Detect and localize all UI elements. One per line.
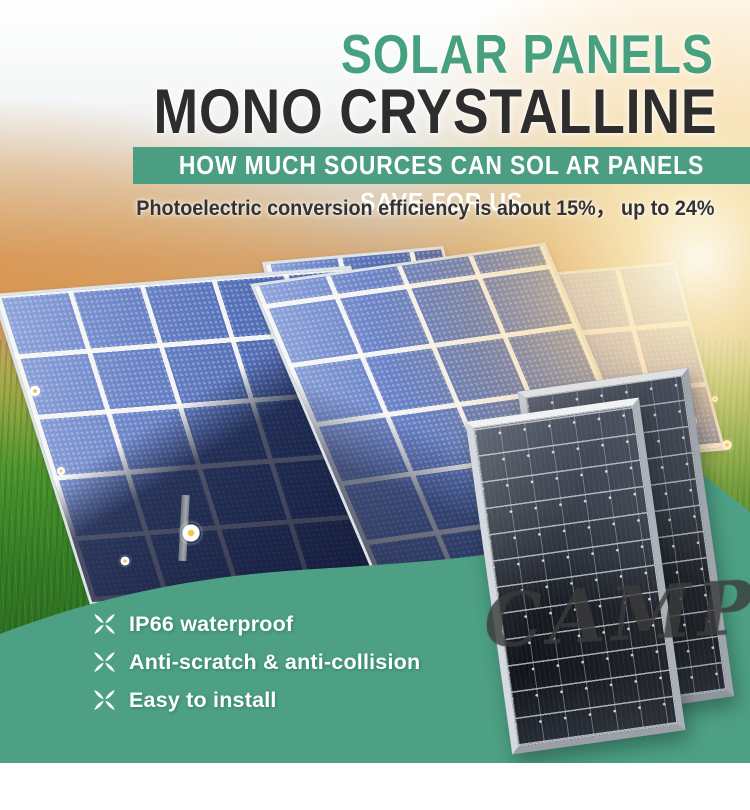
- footer-strip: [0, 763, 750, 810]
- title-main-text: MONO CRYSTALLINE: [153, 77, 717, 147]
- feature-label: Easy to install: [129, 687, 277, 712]
- subtitle: Photoelectric conversion efficiency is a…: [86, 191, 714, 222]
- title-accent-text: SOLAR PANELS: [341, 23, 714, 85]
- feature-item: Easy to install: [92, 686, 420, 714]
- x-petal-icon: [94, 690, 115, 710]
- title-main: MONO CRYSTALLINE: [54, 81, 717, 144]
- feature-label: Anti-scratch & anti-collision: [129, 649, 421, 674]
- banner-strip: HOW MUCH SOURCES CAN SOL AR PANELS SAVE …: [133, 147, 750, 217]
- feature-item: IP66 waterproof: [92, 610, 420, 638]
- brand-watermark: CAMP: [481, 564, 750, 666]
- feature-item: Anti-scratch & anti-collision: [92, 648, 420, 676]
- feature-label: IP66 waterproof: [129, 611, 294, 636]
- x-petal-icon: [94, 614, 115, 634]
- title-accent: SOLAR PANELS: [275, 27, 714, 82]
- x-petal-icon: [94, 652, 115, 672]
- feature-list: IP66 waterproof Anti-scratch & anti-coll…: [92, 610, 420, 724]
- subtitle-text: Photoelectric conversion efficiency is a…: [135, 196, 714, 220]
- banner-text: HOW MUCH SOURCES CAN SOL AR PANELS SAVE …: [178, 150, 705, 217]
